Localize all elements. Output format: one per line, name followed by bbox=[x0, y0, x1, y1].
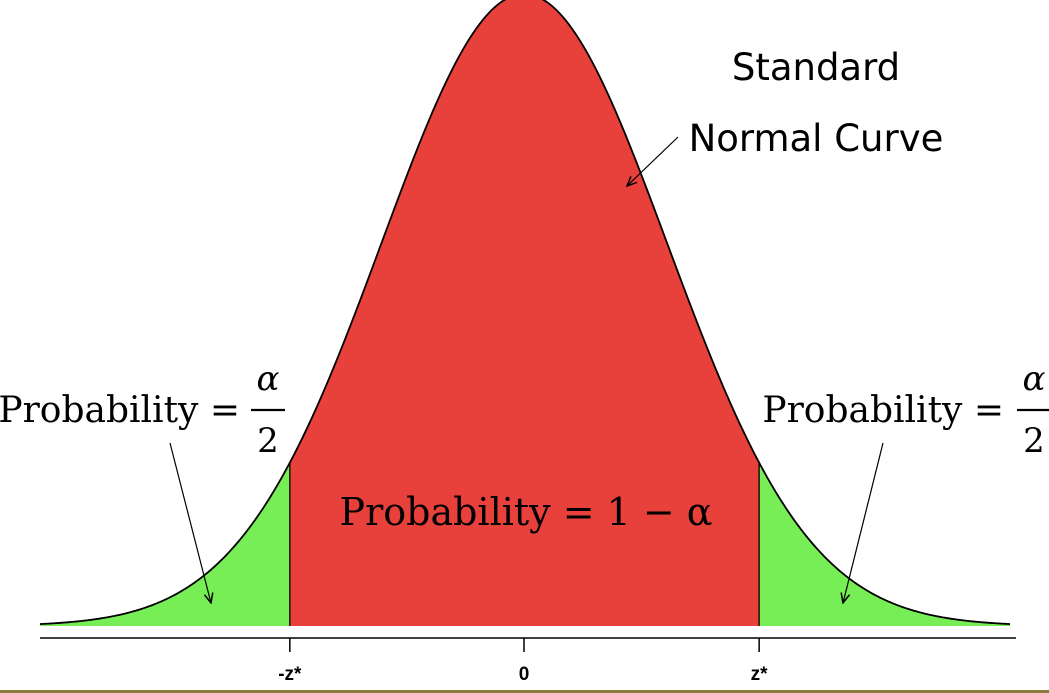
right-tail-area bbox=[759, 462, 1010, 626]
right-probability-prefix: Probability = bbox=[762, 390, 1004, 431]
normal-curve-line bbox=[39, 0, 1011, 625]
center-probability-label: Probability = 1 − α bbox=[340, 490, 713, 534]
curve-label-line2: Normal Curve bbox=[689, 117, 944, 160]
left-tail-arrow bbox=[169, 442, 211, 603]
left-probability-numerator: α bbox=[257, 359, 280, 399]
center-area bbox=[289, 0, 760, 626]
right-probability-denominator: 2 bbox=[1023, 421, 1045, 461]
tick-label-pos-z: z* bbox=[751, 664, 769, 685]
tick-label-neg-z: -z* bbox=[278, 664, 302, 685]
left-probability-denominator: 2 bbox=[257, 421, 279, 461]
left-tail-area bbox=[40, 462, 290, 626]
right-probability-numerator: α bbox=[1023, 359, 1046, 399]
curve-label-line1: Standard bbox=[732, 46, 900, 89]
right-tail-arrow bbox=[843, 442, 884, 603]
curve-label-arrow bbox=[627, 136, 679, 186]
left-probability-prefix: Probability = bbox=[0, 390, 240, 431]
tick-label-zero: 0 bbox=[519, 664, 530, 685]
